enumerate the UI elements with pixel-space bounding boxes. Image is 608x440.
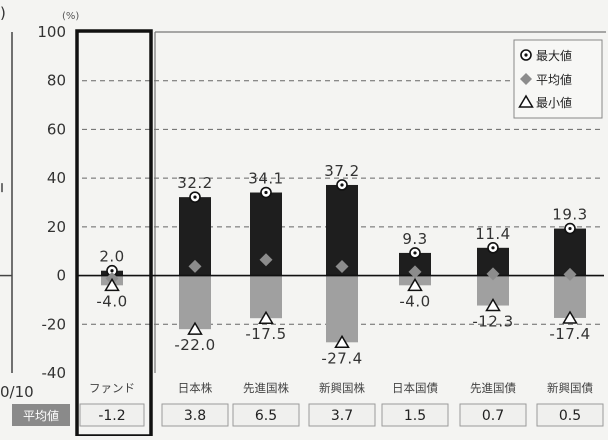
category-label: 先進国債: [470, 381, 516, 395]
min-marker: [104, 277, 120, 292]
min-value-label: -22.0: [174, 336, 215, 354]
avg-row-value: 1.5: [404, 408, 426, 424]
unit-label: (%): [62, 11, 79, 22]
y-tick-label: 100: [37, 23, 66, 41]
max-marker-dot: [264, 190, 268, 195]
category-label: 日本国債: [392, 381, 438, 395]
avg-row-header: 平均値: [23, 408, 59, 423]
min-marker: [258, 310, 274, 324]
max-marker-dot: [110, 269, 114, 273]
avg-row-cell: [308, 403, 376, 427]
avg-row-value: -1.2: [98, 408, 125, 424]
y-tick-label: 80: [47, 72, 66, 90]
min-value-label: -17.5: [245, 325, 286, 343]
category-label: 新興国債: [547, 381, 593, 395]
avg-row-cell: [161, 403, 229, 427]
max-marker-dot: [193, 195, 197, 199]
max-marker-dot: [413, 251, 417, 255]
max-value-label: 19.3: [552, 206, 587, 224]
max-marker-dot: [491, 246, 495, 250]
max-value-label: 34.1: [248, 170, 283, 188]
min-value-label: -4.0: [96, 292, 127, 310]
avg-marker: [188, 259, 202, 273]
avg-row-value: 0.7: [482, 408, 504, 424]
y-tick-label: 40: [47, 169, 66, 187]
max-marker-dot: [340, 183, 344, 187]
max-value-label: 2.0: [99, 248, 124, 266]
avg-row-cell: [536, 403, 604, 427]
y-tick-label: 60: [47, 120, 66, 138]
legend-min-icon: [518, 94, 534, 108]
y-tick-label: -20: [42, 315, 67, 333]
min-marker: [485, 298, 501, 312]
y-tick-label: 20: [47, 218, 66, 236]
legend-max-icon-dot: [524, 53, 528, 57]
category-label: 先進国株: [243, 381, 289, 395]
max-value-label: 37.2: [324, 162, 359, 180]
avg-row-value: 3.7: [331, 408, 353, 424]
y-tick-label: -40: [42, 364, 67, 382]
avg-marker: [259, 253, 273, 267]
avg-marker: [486, 267, 500, 281]
avg-row-cell: [79, 403, 145, 427]
avg-row-value: 0.5: [559, 408, 581, 424]
min-bar: [326, 275, 358, 343]
legend-max-label: 最大値: [536, 48, 572, 63]
avg-marker: [335, 260, 349, 274]
min-marker: [334, 334, 350, 349]
max-value-label: 32.2: [177, 174, 212, 192]
avg-marker: [563, 267, 577, 281]
left-panel-date-label: 0/10: [0, 383, 34, 401]
category-label: 日本株: [178, 381, 213, 395]
min-marker: [187, 321, 203, 335]
max-value-label: 9.3: [402, 230, 427, 248]
category-label: ファンド: [89, 381, 135, 395]
avg-row-cell: [381, 403, 449, 427]
max-value-label: 11.4: [475, 225, 510, 243]
left-panel-paren: ): [0, 4, 6, 22]
max-bar: [399, 252, 431, 276]
max-bar: [554, 228, 586, 276]
legend-avg-icon: [520, 73, 532, 85]
min-value-label: -4.0: [399, 292, 430, 310]
y-tick-label: 0: [56, 267, 66, 285]
legend-avg-label: 平均値: [536, 72, 572, 87]
min-marker: [407, 277, 423, 292]
avg-marker: [408, 265, 422, 279]
avg-row-cell: [459, 403, 527, 427]
avg-row-cell: [232, 403, 300, 427]
min-value-label: -12.3: [472, 313, 513, 331]
avg-row-value: 6.5: [255, 408, 277, 424]
avg-row-header-bg: [12, 404, 70, 426]
min-value-label: -17.4: [549, 325, 590, 343]
min-marker: [562, 310, 578, 324]
category-label: 新興国株: [319, 381, 365, 395]
legend-min-label: 最小値: [536, 95, 572, 110]
min-value-label: -27.4: [321, 349, 362, 367]
max-marker-dot: [568, 226, 572, 231]
avg-row-value: 3.8: [184, 408, 206, 424]
min-bar: [179, 275, 211, 330]
